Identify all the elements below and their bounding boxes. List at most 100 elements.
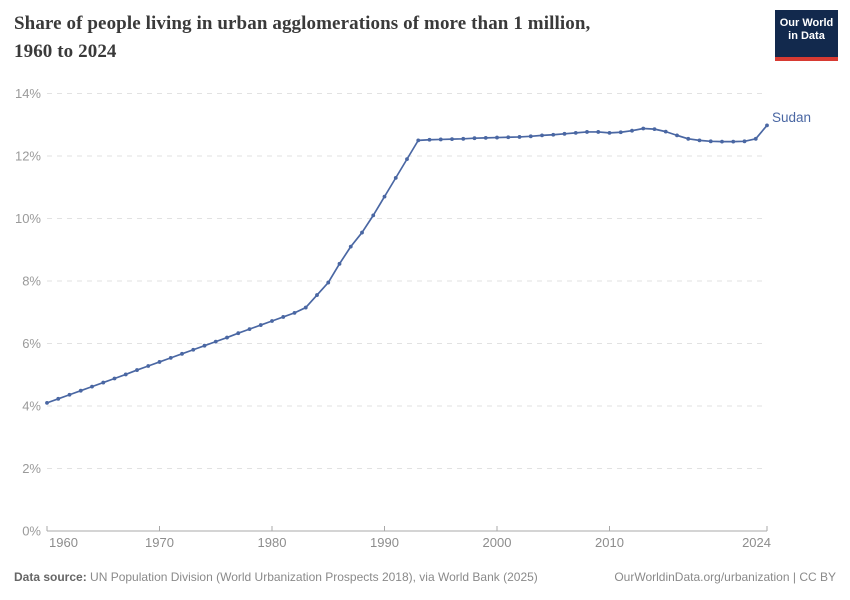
data-source-text: UN Population Division (World Urbanizati… bbox=[86, 570, 538, 584]
data-point bbox=[483, 135, 488, 140]
data-point bbox=[258, 323, 263, 327]
x-tick-label: 1970 bbox=[145, 535, 174, 550]
data-points bbox=[45, 123, 769, 405]
y-tick-label: 14% bbox=[15, 86, 41, 101]
data-point bbox=[225, 335, 229, 340]
data-point bbox=[45, 400, 49, 405]
y-gridlines bbox=[47, 93, 767, 469]
data-point bbox=[528, 134, 533, 139]
data-point bbox=[123, 372, 128, 377]
x-tick-label: 2000 bbox=[483, 535, 512, 550]
data-point bbox=[753, 136, 758, 141]
data-point bbox=[562, 131, 567, 136]
data-point bbox=[360, 230, 364, 235]
data-point bbox=[315, 293, 319, 297]
data-point bbox=[697, 138, 702, 143]
data-point bbox=[326, 280, 331, 285]
data-point bbox=[67, 392, 72, 397]
y-tick-label: 4% bbox=[22, 399, 41, 414]
data-point bbox=[663, 129, 668, 134]
data-point bbox=[495, 135, 499, 140]
chart-footer: Data source: UN Population Division (Wor… bbox=[14, 570, 836, 584]
data-point bbox=[472, 136, 477, 141]
data-point bbox=[461, 136, 466, 141]
data-point bbox=[112, 376, 117, 381]
data-point bbox=[135, 368, 139, 372]
data-point bbox=[270, 319, 274, 323]
data-point bbox=[720, 139, 724, 144]
data-point bbox=[427, 137, 432, 142]
data-point bbox=[517, 135, 522, 139]
chart-title-line1: Share of people living in urban agglomer… bbox=[14, 13, 591, 34]
data-point bbox=[573, 130, 578, 135]
data-source-note: Data source: UN Population Division (Wor… bbox=[14, 570, 538, 584]
y-tick-label: 0% bbox=[22, 524, 41, 539]
data-point bbox=[641, 126, 646, 131]
data-point bbox=[247, 327, 252, 332]
data-point bbox=[56, 396, 61, 401]
chart-title-line2: 1960 to 2024 bbox=[14, 41, 117, 62]
y-tick-label: 12% bbox=[15, 149, 41, 164]
data-point bbox=[236, 331, 241, 336]
data-point bbox=[551, 132, 556, 137]
data-point bbox=[303, 305, 308, 310]
data-point bbox=[281, 315, 286, 319]
data-point bbox=[731, 139, 736, 144]
y-tick-label: 2% bbox=[22, 461, 41, 476]
data-point bbox=[157, 360, 162, 364]
y-tick-label: 10% bbox=[15, 211, 41, 226]
data-point bbox=[618, 130, 623, 135]
data-point bbox=[405, 157, 409, 162]
data-line bbox=[46, 124, 768, 404]
data-point bbox=[708, 139, 713, 144]
data-point bbox=[540, 133, 544, 138]
data-point bbox=[101, 380, 106, 385]
data-point bbox=[90, 384, 94, 389]
data-point bbox=[506, 135, 511, 140]
data-point bbox=[450, 137, 454, 142]
x-tick-label: 1990 bbox=[370, 535, 399, 550]
y-tick-label: 6% bbox=[22, 336, 41, 351]
data-point bbox=[607, 130, 612, 135]
y-tick-label: 8% bbox=[22, 274, 41, 289]
owid-logo-line1: Our World bbox=[779, 17, 834, 29]
x-axis-labels: 1960 1970 1980 1990 2000 2010 2024 bbox=[49, 535, 771, 550]
data-point bbox=[371, 213, 376, 218]
data-point bbox=[630, 128, 634, 133]
data-point bbox=[686, 136, 691, 141]
footer-link[interactable]: OurWorldinData.org/urbanization | CC BY bbox=[614, 570, 836, 584]
x-tick-label: 2024 bbox=[742, 535, 771, 550]
data-point bbox=[765, 123, 769, 128]
data-source-label: Data source: bbox=[14, 570, 87, 584]
x-tick-label: 1980 bbox=[258, 535, 287, 550]
data-point bbox=[675, 133, 679, 138]
data-point bbox=[191, 347, 196, 352]
data-point bbox=[337, 261, 342, 266]
owid-logo-line2: in Data bbox=[788, 30, 825, 42]
data-point bbox=[146, 364, 151, 368]
data-point bbox=[393, 175, 398, 180]
data-point bbox=[202, 343, 207, 348]
x-axis bbox=[46, 526, 768, 532]
data-point bbox=[168, 355, 173, 360]
owid-logo: Our World in Data bbox=[775, 10, 838, 61]
data-point bbox=[416, 138, 421, 143]
data-point bbox=[78, 388, 83, 393]
x-tick-label: 1960 bbox=[49, 535, 78, 550]
chart-title: Share of people living in urban agglomer… bbox=[14, 10, 759, 66]
data-point bbox=[180, 351, 184, 356]
data-point bbox=[652, 127, 657, 132]
data-point bbox=[213, 339, 218, 344]
data-point bbox=[438, 137, 443, 142]
data-point bbox=[596, 130, 601, 134]
data-point bbox=[382, 194, 387, 199]
data-point bbox=[348, 244, 353, 249]
data-point bbox=[292, 310, 297, 315]
y-axis-labels: 0% 2% 4% 6% 8% 10% 12% 14% bbox=[15, 86, 41, 539]
series-label-sudan[interactable]: Sudan bbox=[772, 110, 812, 125]
x-tick-label: 2010 bbox=[595, 535, 624, 550]
data-point bbox=[742, 139, 747, 144]
data-point bbox=[585, 130, 589, 134]
